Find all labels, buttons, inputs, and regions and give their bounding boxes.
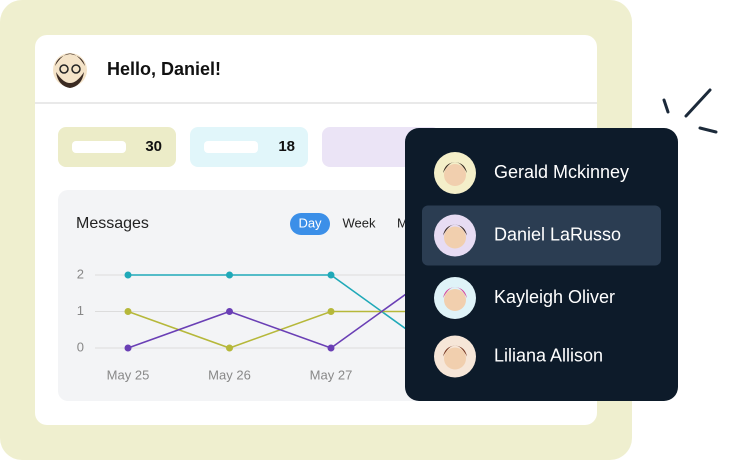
tab-active[interactable] <box>290 213 330 235</box>
y-tick-label: 2 <box>77 266 84 281</box>
x-tick-label: May 27 <box>310 367 353 382</box>
stat-value: 18 <box>278 138 295 155</box>
data-point <box>327 308 335 315</box>
data-point <box>327 344 335 352</box>
avatar-hair <box>443 162 467 173</box>
tab[interactable]: Day <box>298 215 322 230</box>
user-name[interactable]: Liliana Allison <box>494 345 603 365</box>
selected-row[interactable] <box>422 205 661 266</box>
stat-card <box>58 127 176 167</box>
user-name[interactable]: Kayleigh Oliver <box>494 287 615 307</box>
user-name[interactable]: Gerald Mckinney <box>494 162 629 182</box>
y-tick-label: 1 <box>77 303 84 318</box>
x-tick-label: May 25 <box>107 367 150 382</box>
data-point <box>226 308 233 315</box>
stat-card <box>190 127 308 167</box>
avatar-hair <box>443 287 467 298</box>
chart-title: Messages <box>76 215 149 232</box>
user-name[interactable]: Daniel LaRusso <box>494 224 621 244</box>
user-list: Gerald Mckinney Daniel LaRusso Kayleigh Ol… <box>422 152 661 378</box>
data-point <box>226 344 233 352</box>
decor-strokes <box>662 88 718 134</box>
avatar-face <box>444 164 466 186</box>
stat-value: 30 <box>145 138 162 155</box>
avatar-face <box>444 226 466 249</box>
greeting: Hello, Daniel! <box>107 59 221 79</box>
avatar-hair <box>443 224 467 236</box>
tab[interactable]: Week <box>343 215 376 230</box>
data-point <box>327 271 335 279</box>
data-point <box>124 308 132 315</box>
data-point <box>124 344 132 352</box>
data-point <box>124 271 132 279</box>
avatar-hair <box>443 345 467 357</box>
y-tick-label: 0 <box>77 339 84 354</box>
series-line <box>127 274 433 349</box>
x-tick-label: May 26 <box>208 367 251 382</box>
header-avatar <box>53 53 87 88</box>
avatar-face <box>444 347 466 370</box>
data-point <box>226 271 233 279</box>
avatar-face <box>444 289 466 311</box>
